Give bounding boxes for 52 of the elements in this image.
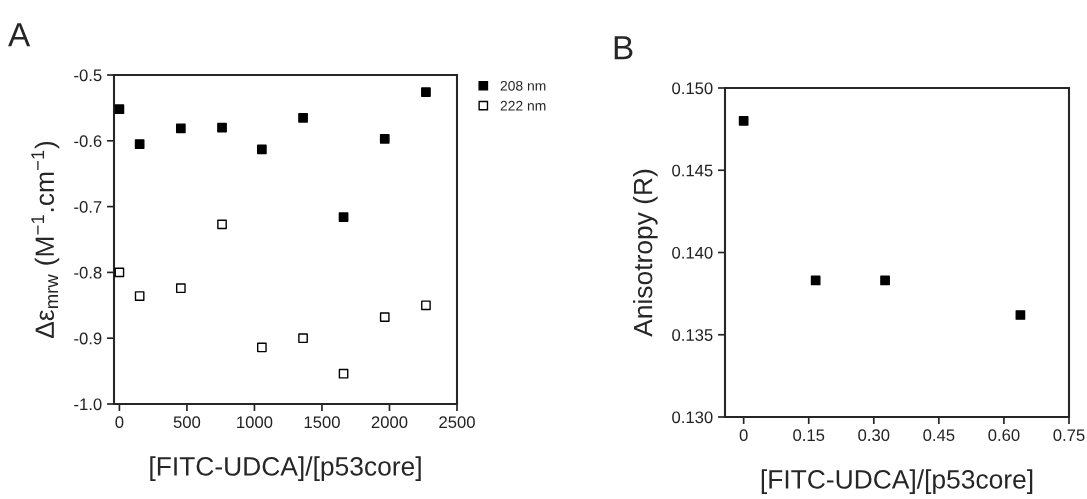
y-tick-label: -0.6 [74,135,102,147]
point [217,219,227,230]
point [379,312,390,323]
chart-title: B [614,36,633,60]
point [880,275,890,286]
point [175,283,186,294]
point [114,104,125,115]
x-tick-label: 500 [173,416,201,429]
y-tick-label: -0.7 [74,201,102,213]
y-tick-label: -1.0 [74,398,102,411]
x-axis-title: [FITC-UDCA]/[p53core] [150,456,421,481]
point [175,123,186,134]
y-axis-title: Δε$_{mrw}$ (M$^{−1}$.cm$^{−1}$) [31,141,60,339]
point [421,300,431,311]
x-tick-label: 0.15 [793,429,825,442]
x-tick-label: 0 [115,416,124,429]
point [134,291,145,301]
x-tick-label: 1500 [304,416,340,429]
y-tick-label: -0.9 [74,332,102,345]
point [298,112,308,123]
legend-label: 208 nm [500,80,546,91]
x-tick-label: 2500 [439,416,475,429]
x-tick-label: 1000 [237,416,273,429]
point [379,133,390,144]
point [298,333,308,344]
point [257,144,267,155]
x-tick-label: 0.45 [923,429,955,442]
point [257,342,267,353]
point [421,87,431,97]
point [810,275,821,286]
point [338,212,349,222]
point [738,116,749,126]
y-tick-label: 0.135 [672,329,713,341]
x-tick-label: 0.30 [858,429,890,442]
x-tick-label: 2000 [371,416,408,429]
y-tick-label: 0.150 [672,82,713,95]
y-tick-label: 0.130 [672,411,713,424]
y-tick-label: 0.145 [672,164,713,177]
chart-title: A [8,23,31,47]
point [217,122,227,133]
y-tick-label: -0.5 [74,69,102,82]
point [134,139,145,149]
x-tick-label: 0.75 [1053,429,1085,442]
x-tick-label: 0 [739,429,748,442]
legend-label: 222 nm [500,100,546,111]
point [1015,310,1026,320]
y-tick-label: 0.140 [672,246,713,259]
point [338,368,349,379]
y-axis-title: Anisotropy (R) [633,169,658,337]
x-axis-title: [FITC-UDCA]/[p53core] [761,469,1033,494]
y-tick-label: -0.8 [74,266,102,279]
x-tick-label: 0.60 [988,429,1020,442]
